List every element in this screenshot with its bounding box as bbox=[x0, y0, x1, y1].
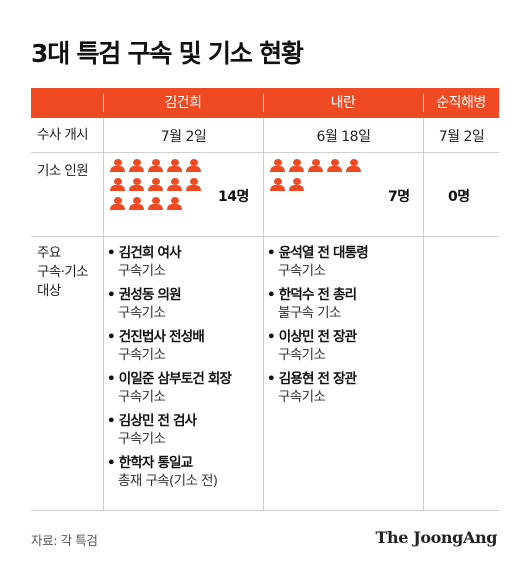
person-icon bbox=[129, 178, 144, 191]
person-icon bbox=[289, 178, 304, 191]
target-list-insurrection: 윤석열 전 대통령 구속기소 한덕수 전 총리 불구속 기소 이상민 전 장관 … bbox=[267, 244, 369, 412]
row-label-indicted: 기소 인원 bbox=[37, 163, 89, 179]
person-icon bbox=[186, 178, 201, 191]
column-divider bbox=[263, 118, 264, 510]
row-label-start: 수사 개시 bbox=[37, 127, 89, 143]
list-item: 건진법사 전성배 구속기소 bbox=[107, 328, 231, 364]
target-status: 총재 구속(기소 전) bbox=[118, 473, 218, 489]
list-item: 김건희 여사 구속기소 bbox=[107, 244, 231, 280]
target-status: 구속기소 bbox=[118, 431, 166, 447]
person-icon bbox=[167, 197, 182, 210]
target-name: 권성동 의원 bbox=[107, 286, 231, 304]
column-divider bbox=[103, 118, 104, 510]
person-icon bbox=[289, 159, 304, 172]
list-item: 한덕수 전 총리 불구속 기소 bbox=[267, 286, 368, 322]
start-date-insurrection: 6월 18일 bbox=[316, 129, 371, 145]
target-list-kimkeonhee: 김건희 여사 구속기소 권성동 의원 구속기소 건진법사 전성배 구속기소 이일… bbox=[107, 244, 232, 496]
source-note: 자료: 각 특검 bbox=[31, 533, 98, 548]
target-status: 구속기소 bbox=[118, 347, 166, 363]
target-name: 김용현 전 장관 bbox=[267, 370, 368, 388]
list-item: 이일준 삼부토건 회장 구속기소 bbox=[107, 370, 232, 406]
target-name: 한학자 통일교 bbox=[107, 454, 231, 472]
list-item: 김용현 전 장관 구속기소 bbox=[267, 370, 368, 406]
target-status: 구속기소 bbox=[118, 305, 166, 321]
row-label-targets: 주요 구속·기소 대상 bbox=[37, 244, 89, 301]
list-item: 김상민 전 검사 구속기소 bbox=[107, 412, 231, 448]
table-header: 김건희 내란 순직해병 bbox=[31, 88, 499, 118]
person-icon bbox=[167, 178, 182, 191]
publisher-logo: The JoongAng bbox=[375, 528, 498, 547]
column-divider bbox=[423, 118, 424, 510]
person-icon bbox=[270, 159, 285, 172]
start-date-kimkeonhee: 7월 2일 bbox=[160, 129, 207, 145]
column-header-insurrection: 내란 bbox=[330, 95, 356, 111]
person-icon bbox=[110, 197, 125, 210]
person-icon bbox=[148, 159, 163, 172]
person-icon bbox=[129, 197, 144, 210]
column-header-kimkeonhee: 김건희 bbox=[164, 95, 202, 111]
person-icon bbox=[186, 159, 201, 172]
row-label-targets-line: 대상 bbox=[37, 283, 61, 299]
person-icon bbox=[148, 178, 163, 191]
list-item: 권성동 의원 구속기소 bbox=[107, 286, 231, 322]
header-divider bbox=[103, 94, 104, 112]
target-status: 구속기소 bbox=[118, 389, 166, 405]
target-name: 한덕수 전 총리 bbox=[267, 286, 368, 304]
indicted-count-kimkeonhee: 14명 bbox=[218, 189, 249, 205]
target-status: 구속기소 bbox=[118, 263, 166, 279]
target-status: 구속기소 bbox=[278, 263, 326, 279]
target-name: 김건희 여사 bbox=[107, 244, 231, 262]
person-icon bbox=[110, 159, 125, 172]
target-status: 불구속 기소 bbox=[278, 305, 341, 321]
target-name: 이상민 전 장관 bbox=[267, 328, 368, 346]
person-icon bbox=[167, 159, 182, 172]
indicted-count-marine: 0명 bbox=[448, 189, 470, 205]
indicted-count-insurrection: 7명 bbox=[388, 189, 410, 205]
list-item: 이상민 전 장관 구속기소 bbox=[267, 328, 368, 364]
target-status: 구속기소 bbox=[278, 389, 326, 405]
target-name: 이일준 삼부토건 회장 bbox=[107, 370, 232, 388]
list-item: 한학자 통일교 총재 구속(기소 전) bbox=[107, 454, 231, 490]
person-icon bbox=[327, 159, 342, 172]
table-bottom-rule bbox=[31, 510, 499, 511]
page-title: 3대 특검 구속 및 기소 현황 bbox=[31, 39, 304, 68]
person-icon bbox=[270, 178, 285, 191]
header-divider bbox=[423, 94, 424, 112]
row-divider bbox=[31, 152, 499, 153]
row-label-targets-line: 구속·기소 bbox=[37, 264, 89, 280]
header-divider bbox=[263, 94, 264, 112]
row-label-targets-line: 주요 bbox=[37, 245, 61, 261]
row-divider bbox=[31, 236, 499, 237]
person-icon bbox=[346, 159, 361, 172]
person-icon bbox=[148, 197, 163, 210]
target-name: 건진법사 전성배 bbox=[107, 328, 231, 346]
column-header-marine: 순직해병 bbox=[436, 95, 486, 111]
target-status: 구속기소 bbox=[278, 347, 326, 363]
list-item: 윤석열 전 대통령 구속기소 bbox=[267, 244, 369, 280]
person-icon bbox=[308, 159, 323, 172]
target-name: 김상민 전 검사 bbox=[107, 412, 231, 430]
person-icon bbox=[110, 178, 125, 191]
start-date-marine: 7월 2일 bbox=[438, 129, 485, 145]
target-name: 윤석열 전 대통령 bbox=[267, 244, 369, 262]
person-icon bbox=[129, 159, 144, 172]
